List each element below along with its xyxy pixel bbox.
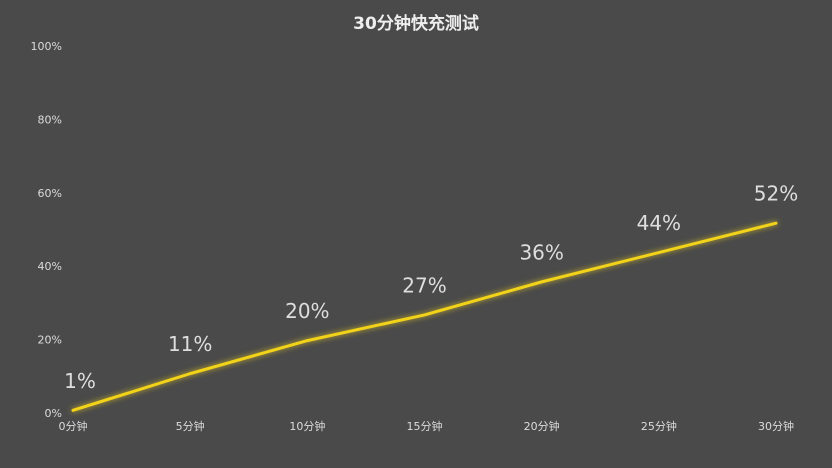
- x-tick-label: 0分钟: [59, 419, 88, 433]
- y-tick-label: 80%: [38, 113, 62, 126]
- data-label: 36%: [519, 240, 563, 264]
- data-line: [71, 221, 778, 412]
- x-tick-label: 15分钟: [407, 419, 443, 433]
- x-tick-label: 25分钟: [641, 419, 677, 433]
- data-label: 44%: [637, 211, 681, 235]
- x-tick-label: 5分钟: [176, 419, 205, 433]
- data-label: 27%: [402, 273, 446, 297]
- x-tick-label: 30分钟: [758, 419, 794, 433]
- chart-title: 30分钟快充测试: [353, 13, 479, 34]
- x-tick-label: 20分钟: [524, 419, 560, 433]
- data-label: 52%: [754, 182, 798, 206]
- y-tick-label: 100%: [31, 40, 62, 53]
- data-label: 1%: [64, 369, 96, 393]
- y-tick-label: 60%: [38, 187, 62, 200]
- y-tick-label: 20%: [38, 334, 62, 347]
- y-tick-label: 0%: [45, 407, 62, 420]
- y-tick-label: 40%: [38, 260, 62, 273]
- x-tick-label: 10分钟: [289, 419, 325, 433]
- data-label: 11%: [168, 332, 212, 356]
- data-label: 20%: [285, 299, 329, 323]
